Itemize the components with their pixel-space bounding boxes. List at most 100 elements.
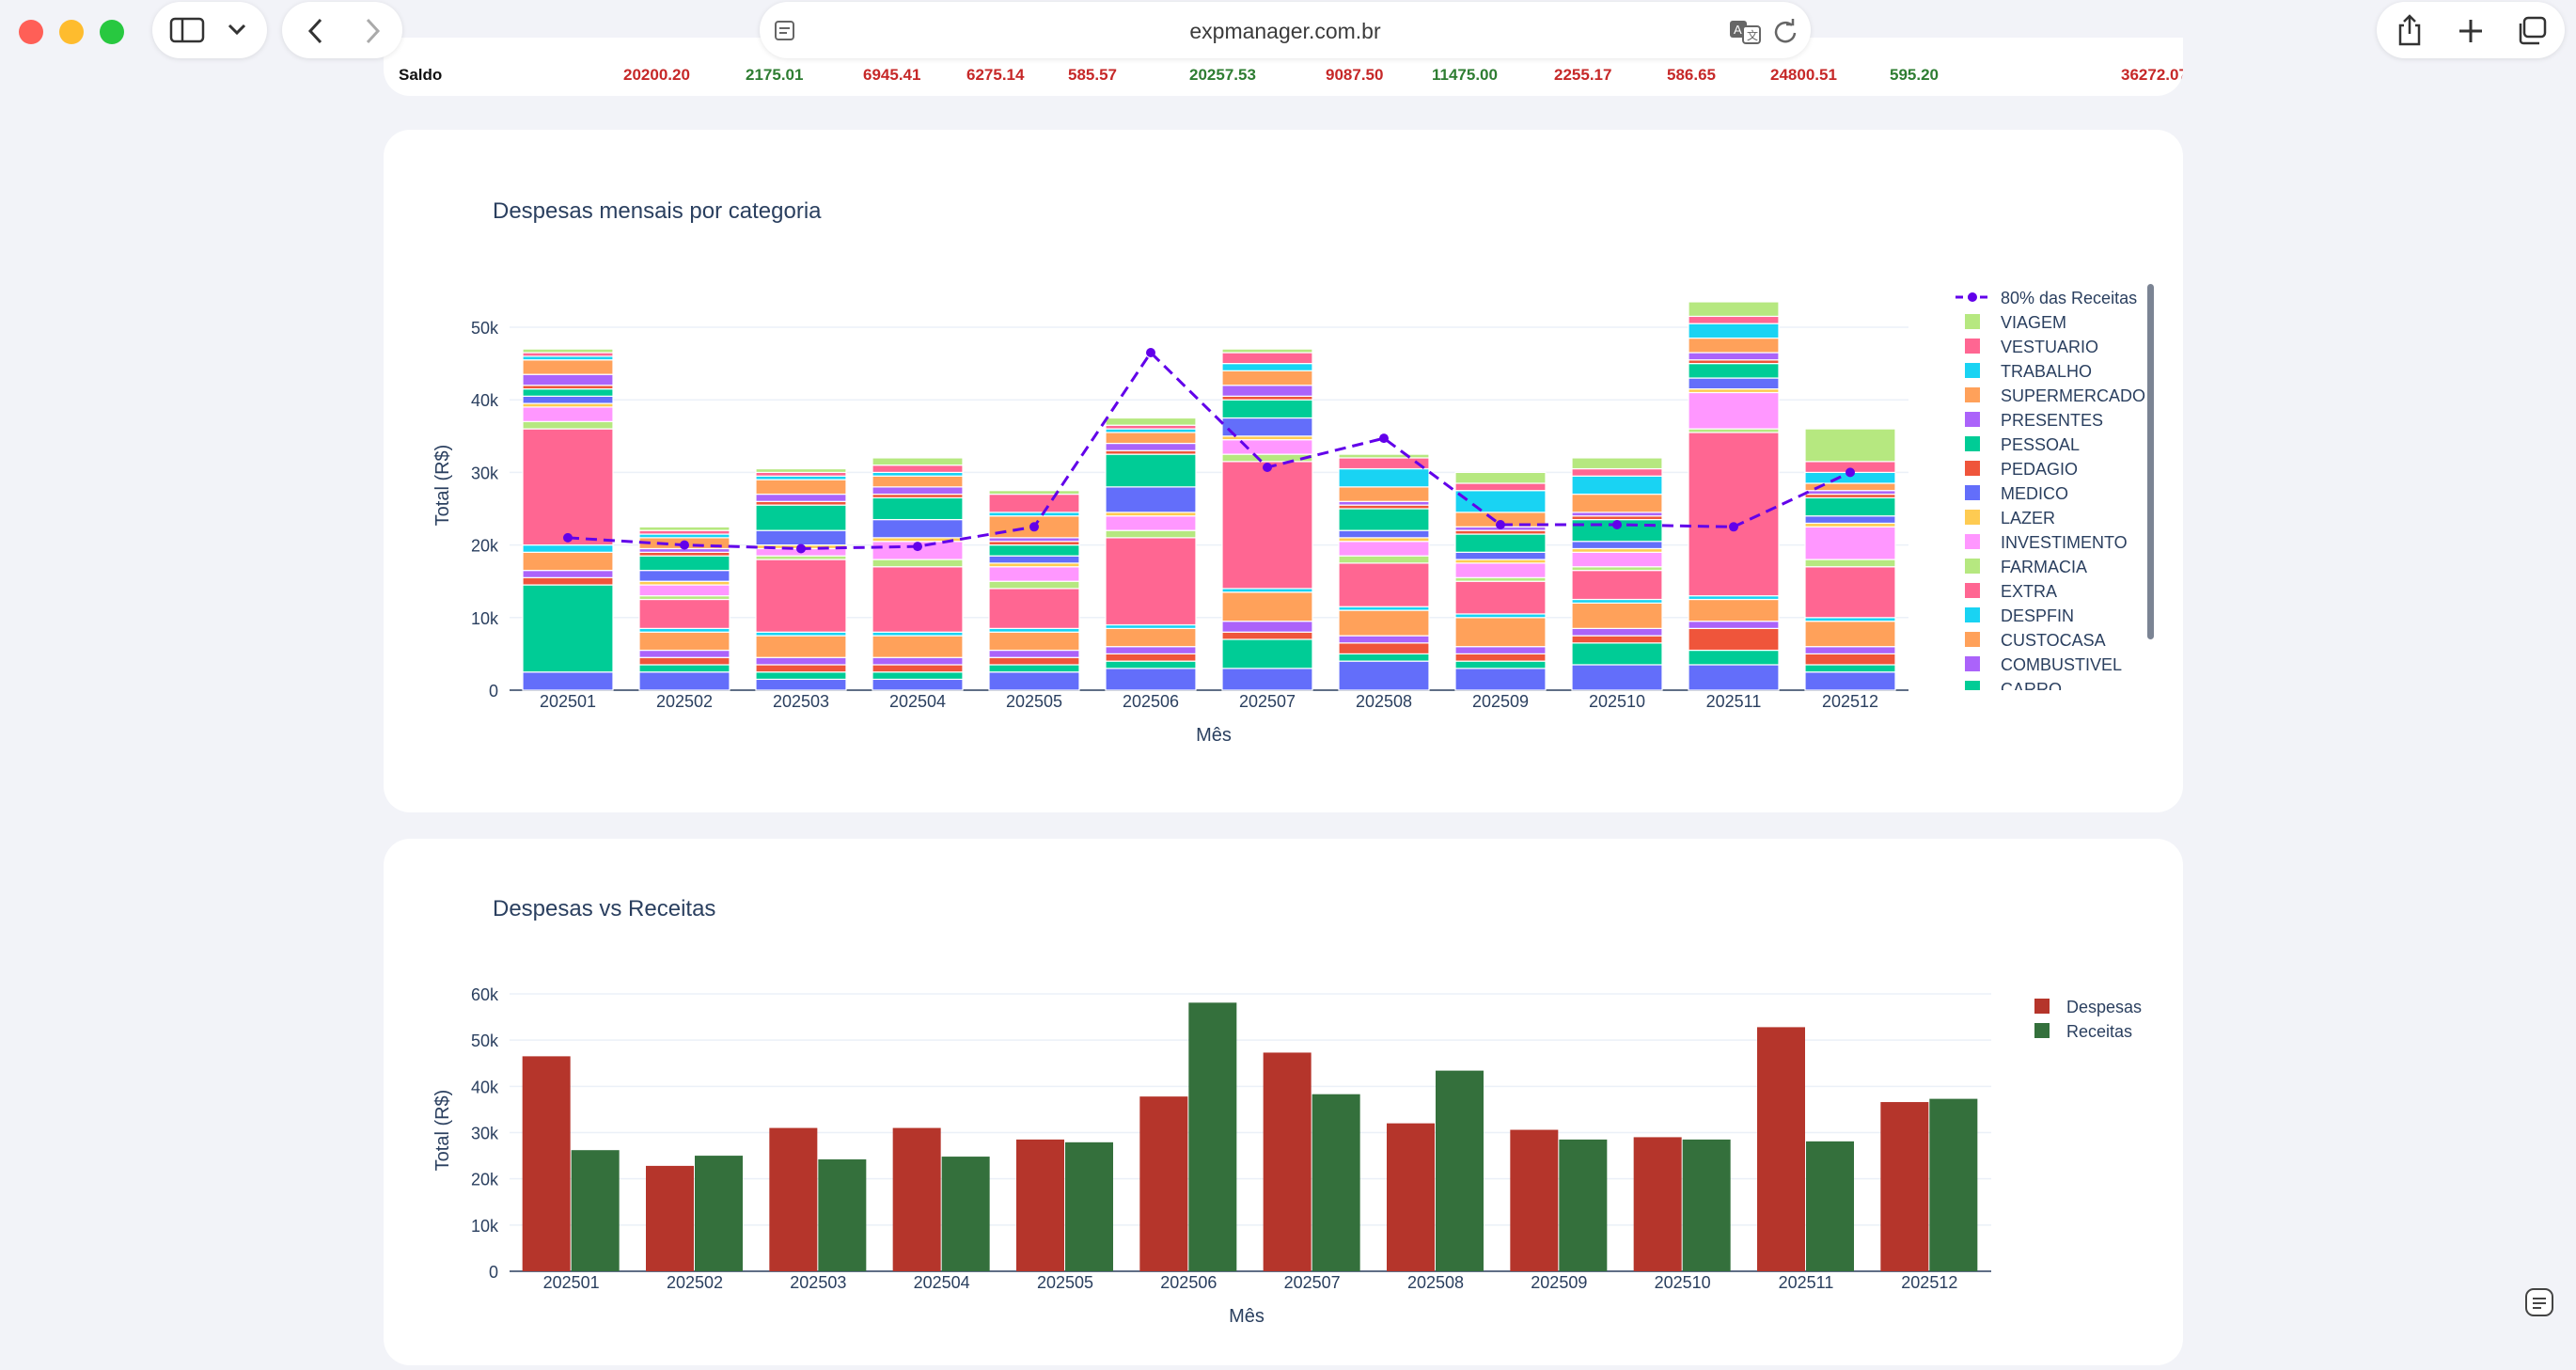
bar-segment[interactable] (1221, 352, 1313, 365)
forward-icon[interactable] (361, 17, 384, 45)
bar-segment[interactable] (1221, 399, 1313, 419)
bar-segment[interactable] (1105, 432, 1197, 445)
bar-segment[interactable] (522, 420, 614, 430)
bar-despesas[interactable] (1880, 1102, 1929, 1271)
bar-segment[interactable] (1571, 467, 1663, 477)
bar-segment[interactable] (638, 584, 730, 597)
bar-segment[interactable] (1221, 439, 1313, 455)
bar-segment[interactable] (1804, 664, 1896, 673)
bar-despesas[interactable] (1263, 1052, 1312, 1271)
bar-segment[interactable] (522, 373, 614, 386)
bar-segment[interactable] (988, 649, 1080, 658)
bar-segment[interactable] (1688, 337, 1780, 354)
minimize-window-button[interactable] (59, 20, 84, 44)
bar-segment[interactable] (755, 656, 847, 666)
bar-segment[interactable] (988, 664, 1080, 673)
bar-segment[interactable] (1338, 486, 1430, 502)
bar-receitas[interactable] (941, 1157, 990, 1271)
bar-segment[interactable] (872, 656, 964, 666)
bar-segment[interactable] (638, 570, 730, 582)
url-text[interactable]: expmanager.com.br (1189, 19, 1381, 43)
bar-segment[interactable] (755, 635, 847, 658)
bar-segment[interactable] (872, 518, 964, 539)
bar-segment[interactable] (1454, 668, 1547, 691)
bar-despesas[interactable] (1757, 1027, 1805, 1271)
bar-despesas[interactable] (1387, 1123, 1435, 1271)
bar-segment[interactable] (1338, 541, 1430, 557)
bar-segment[interactable] (988, 631, 1080, 652)
bar-segment[interactable] (1105, 453, 1197, 488)
bar-receitas[interactable] (1312, 1094, 1360, 1271)
bar-segment[interactable] (1804, 646, 1896, 654)
legend-scrollbar[interactable] (2147, 284, 2154, 639)
bar-segment[interactable] (988, 544, 1080, 557)
bar-segment[interactable] (988, 588, 1080, 629)
bar-segment[interactable] (1338, 508, 1430, 531)
back-icon[interactable] (305, 17, 327, 45)
bar-segment[interactable] (1571, 475, 1663, 496)
translate-icon[interactable]: A 文 (1728, 17, 1764, 45)
bar-segment[interactable] (1571, 602, 1663, 629)
bar-segment[interactable] (1105, 646, 1197, 654)
bar-segment[interactable] (1105, 486, 1197, 513)
bar-segment[interactable] (1221, 417, 1313, 437)
bar-segment[interactable] (522, 584, 614, 673)
line-point[interactable] (1146, 348, 1155, 358)
bar-segment[interactable] (638, 526, 730, 531)
bar-segment[interactable] (755, 504, 847, 531)
bar-segment[interactable] (1454, 660, 1547, 669)
tabs-icon[interactable] (2516, 16, 2548, 46)
bar-receitas[interactable] (1929, 1098, 1978, 1271)
bar-segment[interactable] (988, 671, 1080, 691)
bar-segment[interactable] (1454, 490, 1547, 513)
bar-segment[interactable] (1338, 635, 1430, 644)
stacked-bar-chart[interactable]: Despesas mensais por categoria 0 10k 20k 30k… (384, 130, 2183, 812)
bar-receitas[interactable] (1559, 1139, 1608, 1271)
bar-segment[interactable] (1338, 642, 1430, 655)
text-scan-icon[interactable] (2523, 1286, 2555, 1318)
bar-segment[interactable] (638, 671, 730, 691)
line-point[interactable] (1263, 462, 1272, 472)
bar-segment[interactable] (1804, 653, 1896, 666)
bar-segment[interactable] (872, 566, 964, 633)
bar-segment[interactable] (872, 671, 964, 681)
bar-segment[interactable] (522, 551, 614, 572)
bar-despesas[interactable] (1139, 1096, 1188, 1271)
bar-despesas[interactable] (769, 1127, 818, 1271)
line-point[interactable] (1846, 467, 1855, 478)
bar-segment[interactable] (522, 428, 614, 546)
bar-segment[interactable] (522, 671, 614, 691)
bar-segment[interactable] (1105, 537, 1197, 626)
bar-segment[interactable] (872, 635, 964, 658)
bar-segment[interactable] (1105, 417, 1197, 426)
bar-segment[interactable] (988, 490, 1080, 496)
zoom-window-button[interactable] (100, 20, 124, 44)
line-80pct-receitas[interactable] (567, 350, 1851, 550)
bar-segment[interactable] (872, 475, 964, 488)
bar-segment[interactable] (522, 406, 614, 422)
bar-segment[interactable] (1571, 493, 1663, 513)
bar-segment[interactable] (638, 649, 730, 658)
bar-segment[interactable] (522, 576, 614, 586)
line-point[interactable] (1612, 519, 1622, 529)
bar-segment[interactable] (638, 631, 730, 652)
bar-receitas[interactable] (1188, 1002, 1237, 1271)
bar-segment[interactable] (755, 467, 847, 474)
bar-despesas[interactable] (522, 1056, 571, 1271)
bar-segment[interactable] (1571, 570, 1663, 601)
bar-segment[interactable] (1221, 363, 1313, 371)
bar-segment[interactable] (1571, 664, 1663, 691)
bar-despesas[interactable] (1633, 1137, 1682, 1271)
bar-segment[interactable] (1221, 453, 1313, 463)
bar-segment[interactable] (1221, 668, 1313, 691)
bar-despesas[interactable] (1016, 1139, 1064, 1271)
bar-segment[interactable] (522, 388, 614, 397)
bar-segment[interactable] (1338, 609, 1430, 637)
bar-segment[interactable] (1105, 660, 1197, 669)
bar-segment[interactable] (522, 570, 614, 578)
bar-segment[interactable] (1688, 377, 1780, 390)
bar-segment[interactable] (1804, 515, 1896, 525)
bar-segment[interactable] (1105, 627, 1197, 648)
bar-segment[interactable] (1338, 467, 1430, 488)
bar-segment[interactable] (1454, 653, 1547, 662)
